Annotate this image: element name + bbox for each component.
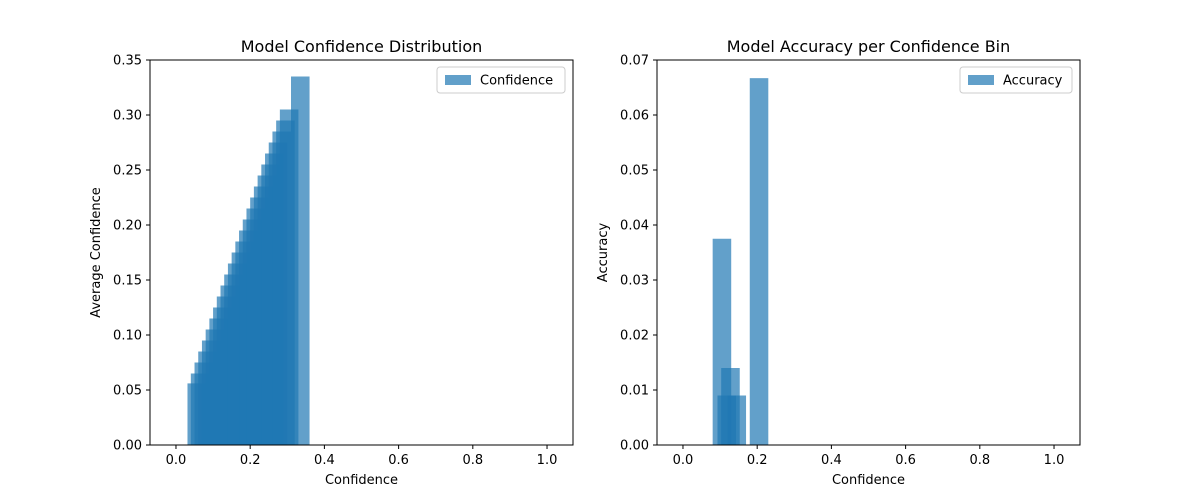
y-tick-label: 0.05: [620, 164, 649, 179]
x-tick-label: 1.0: [1044, 453, 1065, 468]
y-tick-label: 0.02: [620, 329, 649, 344]
y-tick-label: 0.10: [113, 329, 142, 344]
y-tick-label: 0.03: [620, 274, 649, 289]
plot-frame: [149, 59, 574, 446]
legend-box: [959, 66, 1073, 94]
legend-swatch: [968, 75, 994, 85]
bar: [749, 78, 769, 446]
x-tick-label: 0.4: [821, 453, 842, 468]
bar: [291, 76, 310, 445]
y-axis-label: Accuracy: [596, 223, 611, 283]
y-tick-label: 0.04: [620, 219, 649, 234]
legend-label: Confidence: [480, 74, 553, 89]
legend-box: [436, 66, 566, 94]
y-tick-label: 0.25: [113, 164, 142, 179]
x-tick-label: 0.6: [388, 453, 409, 468]
x-tick-label: 0.8: [969, 453, 990, 468]
x-tick-label: 0.4: [314, 453, 335, 468]
x-axis-label: Confidence: [832, 473, 905, 488]
y-tick-label: 0.15: [113, 274, 142, 289]
y-tick-label: 0.00: [113, 439, 142, 454]
bar: [727, 395, 747, 445]
chart-title: Model Accuracy per Confidence Bin: [727, 37, 1011, 56]
y-tick-label: 0.06: [620, 109, 649, 124]
chart-title: Model Confidence Distribution: [241, 37, 483, 56]
y-tick-label: 0.20: [113, 219, 142, 234]
plot-frame: [656, 59, 1081, 446]
x-tick-label: 0.0: [673, 453, 694, 468]
y-tick-label: 0.05: [113, 384, 142, 399]
legend-label: Accuracy: [1003, 74, 1063, 89]
x-tick-label: 0.2: [240, 453, 261, 468]
x-tick-label: 0.0: [166, 453, 187, 468]
legend-swatch: [445, 75, 471, 85]
x-axis-label: Confidence: [325, 473, 398, 488]
y-tick-label: 0.35: [113, 54, 142, 69]
y-tick-label: 0.01: [620, 384, 649, 399]
y-tick-label: 0.30: [113, 109, 142, 124]
x-tick-label: 1.0: [537, 453, 558, 468]
accuracy-per-bin-chart: 0.0 0.2 0.4 0.6 0.8 1.0 0.00 0.01 0.02 0.03 0.04 0.…: [596, 37, 1081, 488]
y-tick-label: 0.07: [620, 54, 649, 69]
x-tick-label: 0.8: [462, 453, 483, 468]
x-tick-label: 0.6: [895, 453, 916, 468]
confidence-distribution-chart: 0.0 0.2 0.4 0.6 0.8 1.0 0.00 0.05 0.10 0.15 0.20 0.…: [89, 37, 574, 488]
legend: Confidence: [436, 66, 566, 94]
legend: Accuracy: [959, 66, 1073, 94]
y-tick-label: 0.00: [620, 439, 649, 454]
y-axis-label: Average Confidence: [89, 187, 104, 318]
x-tick-label: 0.2: [747, 453, 768, 468]
